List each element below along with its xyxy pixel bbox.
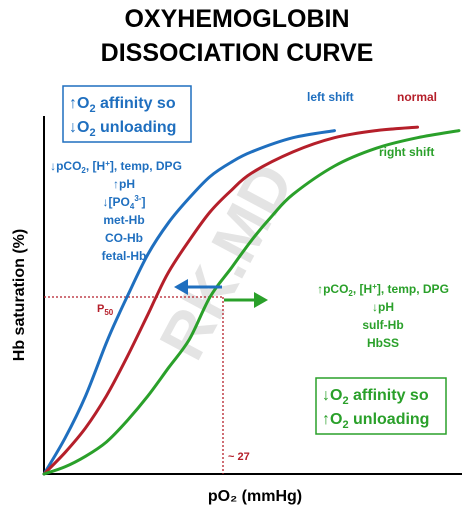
- y-axis-label: Hb saturation (%): [11, 229, 28, 361]
- left-cause-2: ↑pH: [113, 177, 135, 191]
- curve-normal: [42, 125, 419, 476]
- curves-group: [42, 125, 461, 476]
- p50-value-label: ~ 27: [228, 451, 250, 463]
- right-shift-box: [315, 377, 447, 435]
- curve-right-shift: [42, 129, 461, 476]
- watermark: RK.MD: [145, 152, 307, 371]
- right-box-line-1: ↓O2 affinity so: [322, 387, 429, 407]
- left-shift-box: [62, 85, 192, 143]
- normal-label: normal: [397, 90, 437, 104]
- left-cause-4: met-Hb: [103, 213, 144, 227]
- left-shift-label: left shift: [307, 90, 354, 104]
- left-cause-6: fetal-Hb: [102, 249, 147, 263]
- right-box-line-2: ↑O2 unloading: [322, 411, 429, 431]
- left-box-line-2: ↓O2 unloading: [69, 119, 176, 139]
- curve-left-shift: [42, 129, 336, 476]
- right-cause-1: ↑pCO2, [H+], temp, DPG: [317, 282, 449, 298]
- right-shift-causes: ↑pCO2, [H+], temp, DPG ↓pH sulf-Hb HbSS: [317, 282, 449, 350]
- right-shift-label: right shift: [379, 145, 434, 159]
- right-cause-3: sulf-Hb: [362, 318, 403, 332]
- chart-title-line-2: DISSOCIATION CURVE: [101, 39, 374, 67]
- chart-title-line-1: OXYHEMOGLOBIN: [124, 5, 349, 33]
- left-shift-causes: ↓pCO2, [H+], temp, DPG ↑pH ↓[PO43-] met-…: [50, 159, 182, 263]
- left-box-line-1: ↑O2 affinity so: [69, 95, 176, 115]
- left-shift-arrow: [174, 279, 222, 295]
- right-cause-2: ↓pH: [372, 300, 394, 314]
- right-cause-4: HbSS: [367, 336, 399, 350]
- x-axis-label: pO₂ (mmHg): [208, 488, 302, 505]
- p50-label: P50: [97, 303, 114, 317]
- right-shift-arrow: [224, 292, 268, 308]
- left-cause-1: ↓pCO2, [H+], temp, DPG: [50, 159, 182, 175]
- left-cause-3: ↓[PO43-]: [103, 194, 146, 211]
- left-cause-5: CO-Hb: [105, 231, 143, 245]
